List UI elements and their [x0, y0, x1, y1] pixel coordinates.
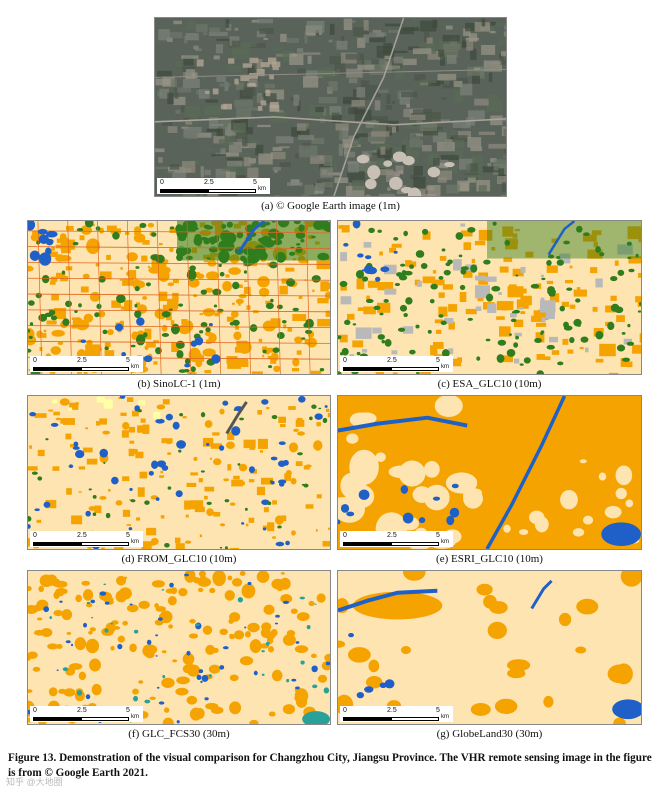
figure-caption: Figure 13. Demonstration of the visual c…: [8, 752, 652, 779]
caption-g: (g) GlobeLand30 (30m): [436, 728, 543, 740]
caption-b: (b) SinoLC-1 (1m): [137, 378, 221, 390]
panel-a-google-earth-image: 0 2.5 5 km: [154, 17, 507, 197]
land-cover-map: [28, 221, 330, 374]
scale-bar: 0 2.5 5 km: [340, 356, 453, 372]
scale-bar: 0 2.5 5 km: [30, 356, 143, 372]
land-cover-map: [28, 396, 330, 549]
caption-c: (c) ESA_GLC10 (10m): [437, 378, 542, 390]
panel-d-from-glc10: 0 2.5 5 km: [27, 395, 331, 550]
land-cover-map: [28, 571, 330, 724]
panel-f-glc-fcs30: 0 2.5 5 km: [27, 570, 331, 725]
watermark: 知乎 @大地圈: [6, 777, 63, 787]
panel-c-esa-glc10: 0 2.5 5 km: [337, 220, 642, 375]
panel-b-sinolc-1: 0 2.5 5 km: [27, 220, 331, 375]
scale-bar: 0 2.5 5 km: [30, 531, 143, 547]
scale-bar: 0 2.5 5 km: [157, 178, 270, 194]
caption-d: (d) FROM_GLC10 (10m): [121, 553, 237, 565]
land-cover-map: [338, 221, 641, 374]
land-cover-map: [338, 571, 641, 724]
panel-g-globeland30: 0 2.5 5 km: [337, 570, 642, 725]
caption-f: (f) GLC_FCS30 (30m): [128, 728, 230, 740]
scale-bar: 0 2.5 5 km: [30, 706, 143, 722]
scale-bar: 0 2.5 5 km: [340, 706, 453, 722]
caption-e: (e) ESRI_GLC10 (10m): [436, 553, 543, 565]
land-cover-map: [338, 396, 641, 549]
caption-a: (a) © Google Earth image (1m): [261, 200, 400, 212]
panel-e-esri-glc10: 0 2.5 5 km: [337, 395, 642, 550]
scale-bar: 0 2.5 5 km: [340, 531, 453, 547]
satellite-image: [155, 18, 506, 196]
